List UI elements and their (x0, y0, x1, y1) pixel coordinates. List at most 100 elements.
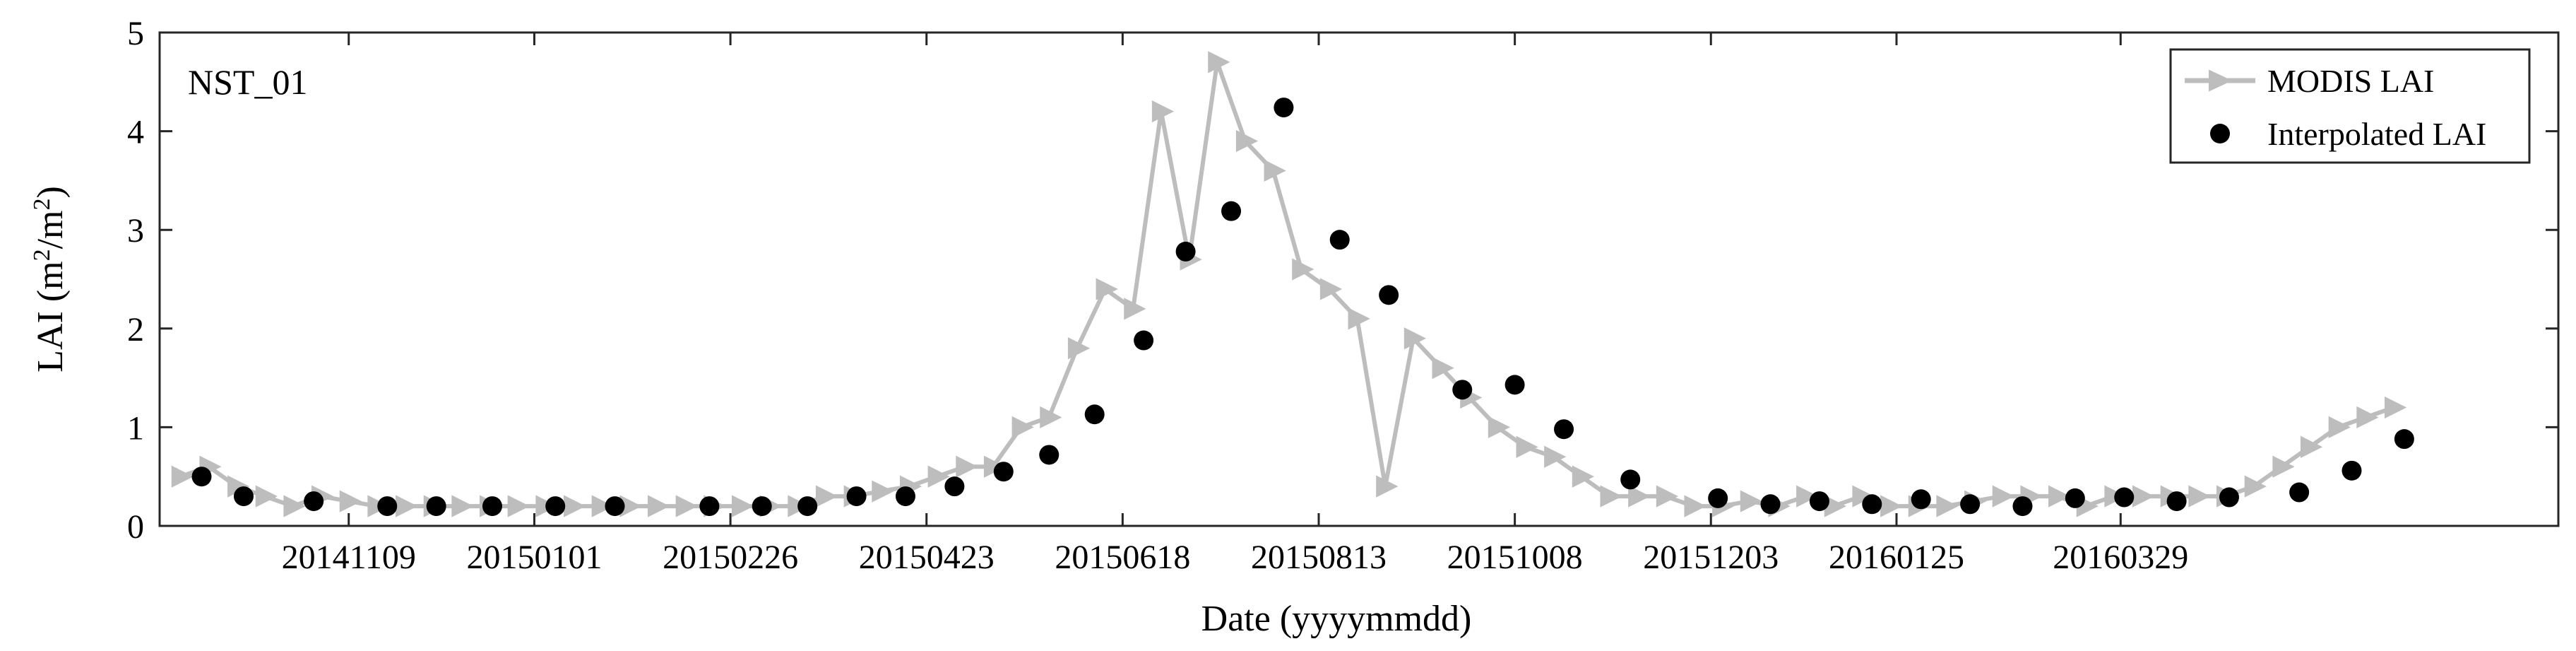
modis-lai-point (2301, 435, 2323, 458)
interpolated-lai-point (1960, 494, 1981, 515)
modis-lai-point (1011, 416, 1034, 439)
interpolated-lai-point (1809, 491, 1829, 512)
modis-lai-point (1376, 475, 1399, 498)
interpolated-lai-point (2012, 496, 2033, 517)
interpolated-lai-point (895, 486, 915, 507)
y-tick-label: 1 (127, 409, 144, 447)
interpolated-lai-point (1760, 494, 1781, 515)
interpolated-lai-point (1452, 380, 1473, 400)
y-axis-label-mid: /m (30, 211, 71, 250)
modis-lai-point (2244, 475, 2267, 498)
interpolated-lai-point (2166, 491, 2187, 512)
interpolated-lai-point (304, 491, 324, 512)
interpolated-lai-point (233, 486, 254, 507)
modis-lai-point (1292, 258, 1314, 281)
interpolated-lai-point (2219, 487, 2239, 508)
modis-lai-point (1936, 495, 1959, 517)
x-tick-label: 20150101 (466, 539, 602, 576)
modis-lai-point (1348, 307, 1370, 330)
modis-lai-point (1684, 495, 1707, 517)
modis-lai-point (1151, 100, 1175, 123)
interpolated-lai-point (1554, 419, 1574, 440)
modis-lai-point (1264, 159, 1286, 182)
modis-lai-point (647, 495, 670, 517)
interpolated-lai-point (1039, 445, 1060, 465)
y-tick-label: 2 (127, 311, 144, 348)
interpolated-lai-point (1084, 404, 1105, 425)
legend-interpolated-marker (2210, 124, 2230, 143)
interpolated-lai-point (944, 476, 965, 497)
modis-lai-point (1040, 406, 1062, 429)
modis-lai-point (591, 495, 614, 517)
interpolated-lai-point (2114, 487, 2135, 508)
modis-lai-point (2356, 406, 2379, 429)
interpolated-lai-point (2341, 460, 2362, 481)
interpolated-lai-point (1504, 375, 1525, 395)
modis-lai-point (2384, 396, 2407, 419)
x-tick-label: 20151203 (1643, 539, 1779, 576)
interpolated-lai-point (1911, 489, 1931, 510)
modis-lai-point (451, 495, 474, 517)
legend-interpolated-label: Interpolated LAI (2267, 116, 2486, 152)
interpolated-lai-point (1329, 230, 1350, 250)
interpolated-lai-point (2065, 488, 2085, 508)
modis-lai-point (1656, 485, 1679, 508)
modis-lai-point (1740, 490, 1763, 512)
x-tick-label: 20141109 (282, 539, 416, 576)
interpolated-lai-point (1708, 488, 1728, 508)
interpolated-lai-point (1274, 98, 1294, 118)
modis-lai-point (507, 495, 530, 517)
modis-lai-point (171, 465, 194, 488)
x-tick-label: 20150813 (1251, 539, 1387, 576)
y-tick-label: 5 (127, 15, 144, 52)
modis-lai-point (1319, 278, 1343, 300)
interpolated-lai-point (191, 467, 212, 487)
x-tick-label: 20150423 (859, 539, 995, 576)
modis-lai-point (283, 495, 306, 517)
interpolated-lai-point (2289, 482, 2310, 503)
modis-lai-point (815, 485, 838, 508)
modis-lai-point (872, 480, 894, 503)
modis-lai-point (1124, 298, 1146, 320)
modis-lai-point (1208, 51, 1230, 74)
modis-lai-point (339, 490, 362, 512)
interpolated-lai-point (699, 496, 720, 517)
modis-lai-point (1796, 485, 1819, 508)
interpolated-lai-point (1134, 330, 1154, 351)
modis-lai-point (2272, 455, 2295, 478)
modis-lai-point (2328, 416, 2351, 439)
x-tick-label: 20150226 (663, 539, 798, 576)
legend: MODIS LAI Interpolated LAI (2169, 48, 2531, 164)
modis-lai-point (1403, 327, 1427, 350)
interpolated-lai-point (377, 496, 398, 517)
y-axis-label: LAI (m2/m2) (29, 186, 71, 373)
modis-lai-point (1572, 465, 1595, 488)
x-tick-label: 20150618 (1055, 539, 1190, 576)
modis-lai-point (956, 455, 978, 478)
modis-lai-point (1432, 357, 1454, 380)
interpolated-lai-point (605, 496, 625, 517)
modis-lai-point (1235, 129, 1259, 153)
y-axis: 0 1 2 3 4 5 (127, 15, 2558, 546)
interpolated-lai-point (482, 496, 502, 517)
x-tick-label: 20160125 (1829, 539, 1964, 576)
interpolated-lai-point (2394, 429, 2414, 450)
interpolated-lai-point (993, 462, 1014, 482)
modis-lai-point (1600, 485, 1622, 508)
y-axis-label-exp-2: 2 (29, 199, 55, 211)
y-axis-label-exp-1: 2 (29, 249, 55, 261)
modis-lai-point (2048, 485, 2071, 508)
modis-lai-point (927, 465, 950, 488)
legend-box (2169, 48, 2531, 164)
interpolated-lai-point (1379, 285, 1399, 305)
modis-lai-point (1516, 435, 1538, 458)
x-tick-label: 20160329 (2053, 539, 2188, 576)
interpolated-lai-point (1221, 201, 1242, 221)
modis-lai-point (675, 495, 698, 517)
interpolated-lai-point (1862, 494, 1882, 515)
interpolated-lai-point (426, 496, 446, 517)
modis-lai-point (1628, 485, 1651, 508)
x-tick-label: 20151008 (1447, 539, 1583, 576)
legend-modis-label: MODIS LAI (2267, 63, 2434, 99)
